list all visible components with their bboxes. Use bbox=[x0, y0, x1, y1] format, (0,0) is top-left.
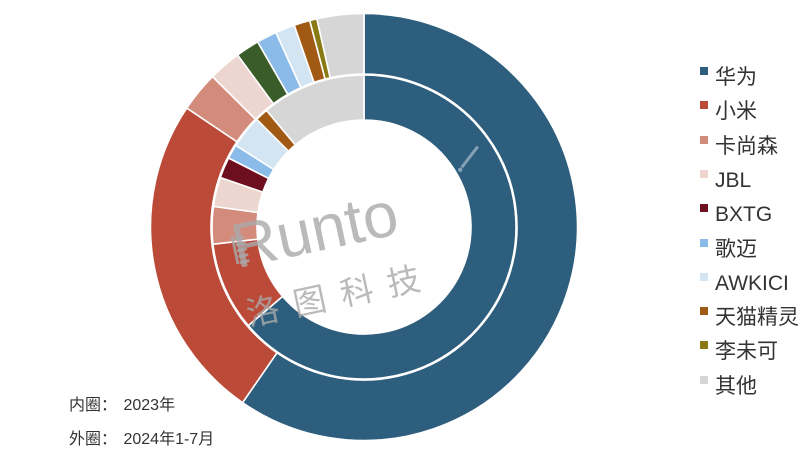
svg-text:Runto: Runto bbox=[225, 179, 404, 282]
